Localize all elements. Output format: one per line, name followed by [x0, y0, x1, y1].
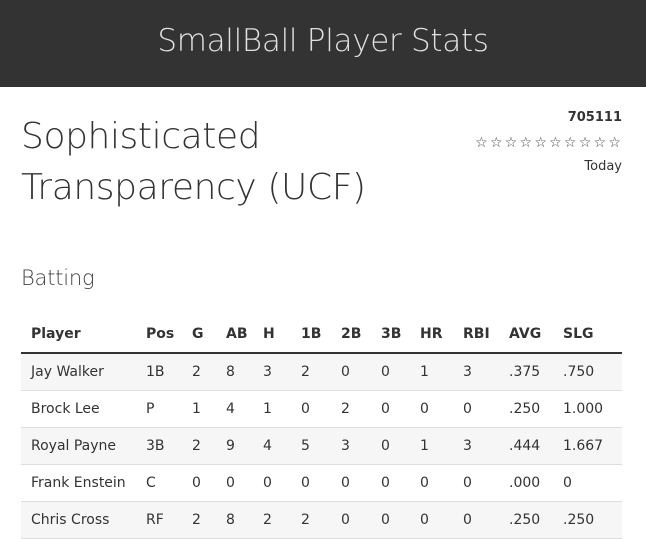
stat-cell: 2	[331, 390, 371, 428]
stat-cell: 5	[291, 427, 331, 465]
stat-cell: C	[136, 464, 182, 502]
stat-cell: 3	[331, 427, 371, 465]
player-name-cell: Royal Payne	[21, 427, 136, 465]
batting-table-body: Jay Walker 1B 2 8 3 2 0 0 1 3.375.750 Brock Lee P 1 4…	[21, 353, 622, 539]
column-header: 2B	[331, 316, 371, 354]
stat-cell: 2	[291, 353, 331, 391]
batting-table: Player Pos G AB H 1B 2B 3B HR RBI AVG SLG Jay Walke…	[21, 316, 622, 539]
stat-cell: 8	[216, 501, 253, 539]
star-icon[interactable]: ☆	[593, 135, 607, 151]
stat-cell: 2	[182, 501, 216, 539]
stat-cell: 0	[182, 464, 216, 502]
stat-cell: 0	[331, 501, 371, 539]
stat-cell: 0	[410, 464, 453, 502]
column-header: G	[182, 316, 216, 354]
stat-cell: 0	[371, 353, 410, 391]
column-header: Pos	[136, 316, 182, 354]
stat-cell: .750	[553, 353, 622, 391]
stat-cell: 0	[453, 464, 499, 502]
star-icon[interactable]: ☆	[578, 135, 592, 151]
stat-cell: 1.667	[553, 427, 622, 465]
stat-cell: 0	[553, 464, 622, 502]
star-rating[interactable]: ☆ ☆ ☆ ☆ ☆ ☆ ☆ ☆ ☆ ☆	[474, 134, 622, 152]
star-icon[interactable]: ☆	[475, 135, 488, 151]
column-header: AB	[216, 316, 253, 354]
stat-cell: 2	[253, 501, 291, 539]
stat-cell: 0	[291, 464, 331, 502]
stat-cell: 1	[253, 390, 291, 428]
stat-cell: .250	[499, 390, 553, 428]
star-icon[interactable]: ☆	[563, 135, 577, 151]
star-icon[interactable]: ☆	[608, 135, 621, 151]
stat-cell: 0	[410, 501, 453, 539]
app-title: SmallBall Player Stats	[157, 22, 489, 59]
stat-cell: .444	[499, 427, 553, 465]
stat-cell: .000	[499, 464, 553, 502]
stat-cell: 4	[253, 427, 291, 465]
star-icon[interactable]: ☆	[534, 135, 547, 151]
player-name-cell: Frank Enstein	[21, 464, 136, 502]
team-id: 705111	[567, 110, 622, 125]
column-header: AVG	[499, 316, 553, 354]
stat-cell: 0	[371, 501, 410, 539]
stat-cell: 0	[331, 353, 371, 391]
stat-cell: 3	[253, 353, 291, 391]
stat-cell: 0	[331, 464, 371, 502]
batting-section-title: Batting	[21, 266, 95, 290]
player-name-cell: Chris Cross	[21, 501, 136, 539]
column-header: 3B	[371, 316, 410, 354]
stat-cell: 4	[216, 390, 253, 428]
player-name-cell: Jay Walker	[21, 353, 136, 391]
stat-cell: 8	[216, 353, 253, 391]
stat-cell: 0	[371, 427, 410, 465]
table-row: Brock Lee P 1 4 1 0 2 0 0 0.250 1.000	[21, 390, 622, 428]
stat-cell: .375	[499, 353, 553, 391]
stat-cell: 3	[453, 427, 499, 465]
stat-cell: 0	[371, 390, 410, 428]
table-row: Frank Enstein C 0 0 0 0 0 0 0 0.000 0	[21, 464, 622, 502]
stat-cell: 9	[216, 427, 253, 465]
stat-cell: 0	[291, 390, 331, 428]
stat-cell: .250	[553, 501, 622, 539]
stat-cell: 0	[410, 390, 453, 428]
table-row: Jay Walker 1B 2 8 3 2 0 0 1 3.375.750	[21, 353, 622, 391]
stat-cell: 2	[291, 501, 331, 539]
stat-cell: 1B	[136, 353, 182, 391]
stat-cell: 2	[182, 427, 216, 465]
stat-cell: 3	[453, 353, 499, 391]
column-header: SLG	[553, 316, 622, 354]
app-header: SmallBall Player Stats	[0, 0, 646, 87]
stat-cell: 0	[453, 390, 499, 428]
stat-cell: 0	[371, 464, 410, 502]
stat-cell: 3B	[136, 427, 182, 465]
column-header: 1B	[291, 316, 331, 354]
stat-cell: .250	[499, 501, 553, 539]
column-header: H	[253, 316, 291, 354]
star-icon[interactable]: ☆	[489, 135, 503, 151]
player-name-cell: Brock Lee	[21, 390, 136, 428]
column-header: Player	[21, 316, 136, 354]
stat-cell: RF	[136, 501, 182, 539]
star-icon[interactable]: ☆	[504, 135, 518, 151]
stat-cell: 1	[410, 427, 453, 465]
stat-cell: 1	[410, 353, 453, 391]
stat-cell: 1.000	[553, 390, 622, 428]
column-header: HR	[410, 316, 453, 354]
date-label: Today	[584, 159, 622, 174]
stat-cell: P	[136, 390, 182, 428]
table-row: Royal Payne 3B 2 9 4 5 3 0 1 3.444 1.667	[21, 427, 622, 465]
team-name: Sophisticated Transparency (UCF)	[21, 116, 366, 208]
star-icon[interactable]: ☆	[519, 135, 533, 151]
stat-cell: 0	[453, 501, 499, 539]
stat-cell: 2	[182, 353, 216, 391]
stat-cell: 1	[182, 390, 216, 428]
star-icon[interactable]: ☆	[549, 135, 562, 151]
column-header: RBI	[453, 316, 499, 354]
stat-cell: 0	[253, 464, 291, 502]
table-row: Chris Cross RF 2 8 2 2 0 0 0 0.250.250	[21, 501, 622, 539]
stat-cell: 0	[216, 464, 253, 502]
batting-header-row: Player Pos G AB H 1B 2B 3B HR RBI AVG SLG	[21, 316, 622, 354]
